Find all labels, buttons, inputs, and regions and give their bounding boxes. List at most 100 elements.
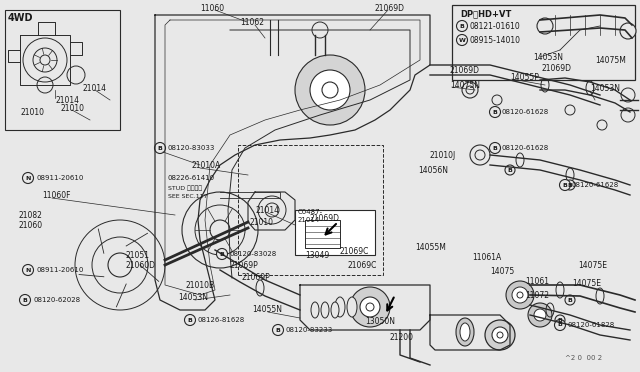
Circle shape bbox=[620, 23, 636, 39]
Circle shape bbox=[554, 320, 566, 330]
Ellipse shape bbox=[335, 297, 345, 317]
Bar bbox=[295, 210, 375, 255]
Circle shape bbox=[310, 70, 350, 110]
Text: 08120-61828: 08120-61828 bbox=[568, 322, 615, 328]
Text: 08121-01610: 08121-01610 bbox=[470, 22, 521, 31]
Circle shape bbox=[490, 142, 500, 154]
Circle shape bbox=[470, 145, 490, 165]
Text: 14075M: 14075M bbox=[595, 55, 626, 64]
Text: 21010J: 21010J bbox=[430, 151, 456, 160]
Text: 08911-20610: 08911-20610 bbox=[36, 175, 83, 181]
Text: 14075N: 14075N bbox=[450, 80, 480, 90]
Text: 21082: 21082 bbox=[18, 211, 42, 219]
Text: N: N bbox=[26, 176, 31, 180]
Bar bbox=[5, 10, 120, 130]
Text: 11060: 11060 bbox=[200, 3, 224, 13]
Text: 08120-61628: 08120-61628 bbox=[502, 145, 549, 151]
Circle shape bbox=[295, 55, 365, 125]
Ellipse shape bbox=[311, 302, 319, 318]
Circle shape bbox=[534, 309, 546, 321]
Text: B: B bbox=[568, 298, 572, 302]
Text: 21010B: 21010B bbox=[185, 280, 214, 289]
Text: B: B bbox=[276, 327, 280, 333]
Circle shape bbox=[565, 105, 575, 115]
Text: DP・HD+VT: DP・HD+VT bbox=[460, 10, 511, 19]
Text: 08226-61410: 08226-61410 bbox=[168, 175, 215, 181]
Text: 08120-83033: 08120-83033 bbox=[168, 145, 216, 151]
Text: 21014: 21014 bbox=[82, 83, 106, 93]
Circle shape bbox=[360, 297, 380, 317]
Text: W: W bbox=[459, 38, 465, 42]
Circle shape bbox=[22, 173, 33, 183]
Text: B: B bbox=[563, 183, 568, 187]
Text: 08120-61628: 08120-61628 bbox=[502, 109, 549, 115]
Text: B: B bbox=[557, 323, 563, 327]
Text: 08120-83028: 08120-83028 bbox=[230, 251, 277, 257]
Text: 08126-81628: 08126-81628 bbox=[198, 317, 245, 323]
Ellipse shape bbox=[331, 302, 339, 318]
Text: ^2 0  00 2: ^2 0 00 2 bbox=[565, 355, 602, 361]
Text: 14053N: 14053N bbox=[178, 294, 208, 302]
Text: 21069D: 21069D bbox=[310, 214, 340, 222]
Text: 21200: 21200 bbox=[390, 334, 414, 343]
Circle shape bbox=[492, 327, 508, 343]
Text: 21010: 21010 bbox=[60, 103, 84, 112]
Text: 21014: 21014 bbox=[55, 96, 79, 105]
Text: 11072: 11072 bbox=[525, 291, 549, 299]
Circle shape bbox=[528, 303, 552, 327]
Text: SEE SEC.117: SEE SEC.117 bbox=[168, 193, 207, 199]
Text: B: B bbox=[220, 251, 225, 257]
Circle shape bbox=[19, 295, 31, 305]
Text: 14075E: 14075E bbox=[578, 260, 607, 269]
Text: 21069C: 21069C bbox=[340, 247, 369, 257]
Text: 08120-62028: 08120-62028 bbox=[33, 297, 80, 303]
Text: B: B bbox=[460, 23, 465, 29]
Text: 14053N: 14053N bbox=[533, 52, 563, 61]
Text: 14055M: 14055M bbox=[415, 244, 446, 253]
Text: 21014: 21014 bbox=[255, 205, 279, 215]
Circle shape bbox=[273, 324, 284, 336]
Circle shape bbox=[597, 120, 607, 130]
Text: 21069P: 21069P bbox=[230, 262, 259, 270]
Text: 08120-61628: 08120-61628 bbox=[572, 182, 620, 188]
Text: 14056N: 14056N bbox=[418, 166, 448, 174]
Text: 13050N: 13050N bbox=[365, 317, 395, 327]
Circle shape bbox=[456, 20, 467, 32]
Text: 14055N: 14055N bbox=[252, 305, 282, 314]
Circle shape bbox=[456, 35, 467, 45]
Text: 13049: 13049 bbox=[305, 250, 329, 260]
Circle shape bbox=[512, 287, 528, 303]
Text: 14075E: 14075E bbox=[572, 279, 601, 288]
Text: 21069D: 21069D bbox=[375, 3, 405, 13]
Text: B: B bbox=[557, 317, 563, 323]
Text: 21010A: 21010A bbox=[192, 160, 221, 170]
Circle shape bbox=[565, 180, 575, 190]
Text: 21069C: 21069C bbox=[348, 260, 378, 269]
Circle shape bbox=[350, 287, 390, 327]
Circle shape bbox=[184, 314, 195, 326]
Circle shape bbox=[537, 18, 553, 34]
Circle shape bbox=[490, 106, 500, 118]
Circle shape bbox=[22, 264, 33, 276]
Bar bbox=[238, 145, 383, 275]
Text: 21010: 21010 bbox=[250, 218, 274, 227]
Circle shape bbox=[565, 295, 575, 305]
Circle shape bbox=[555, 315, 565, 325]
Circle shape bbox=[559, 180, 570, 190]
Text: 21014: 21014 bbox=[298, 217, 320, 223]
Text: 21069D: 21069D bbox=[450, 65, 480, 74]
Text: C0487-: C0487- bbox=[298, 209, 323, 215]
Text: STUD スタッド: STUD スタッド bbox=[168, 185, 202, 191]
Circle shape bbox=[506, 281, 534, 309]
Text: N: N bbox=[26, 267, 31, 273]
Text: 21060D: 21060D bbox=[125, 260, 155, 269]
Text: 11061A: 11061A bbox=[472, 253, 501, 263]
Ellipse shape bbox=[321, 302, 329, 318]
Circle shape bbox=[485, 320, 515, 350]
Text: 08915-14010: 08915-14010 bbox=[470, 35, 521, 45]
Text: B: B bbox=[508, 167, 513, 173]
Text: 11061: 11061 bbox=[525, 278, 549, 286]
Circle shape bbox=[505, 165, 515, 175]
Ellipse shape bbox=[456, 318, 474, 346]
Circle shape bbox=[462, 82, 478, 98]
